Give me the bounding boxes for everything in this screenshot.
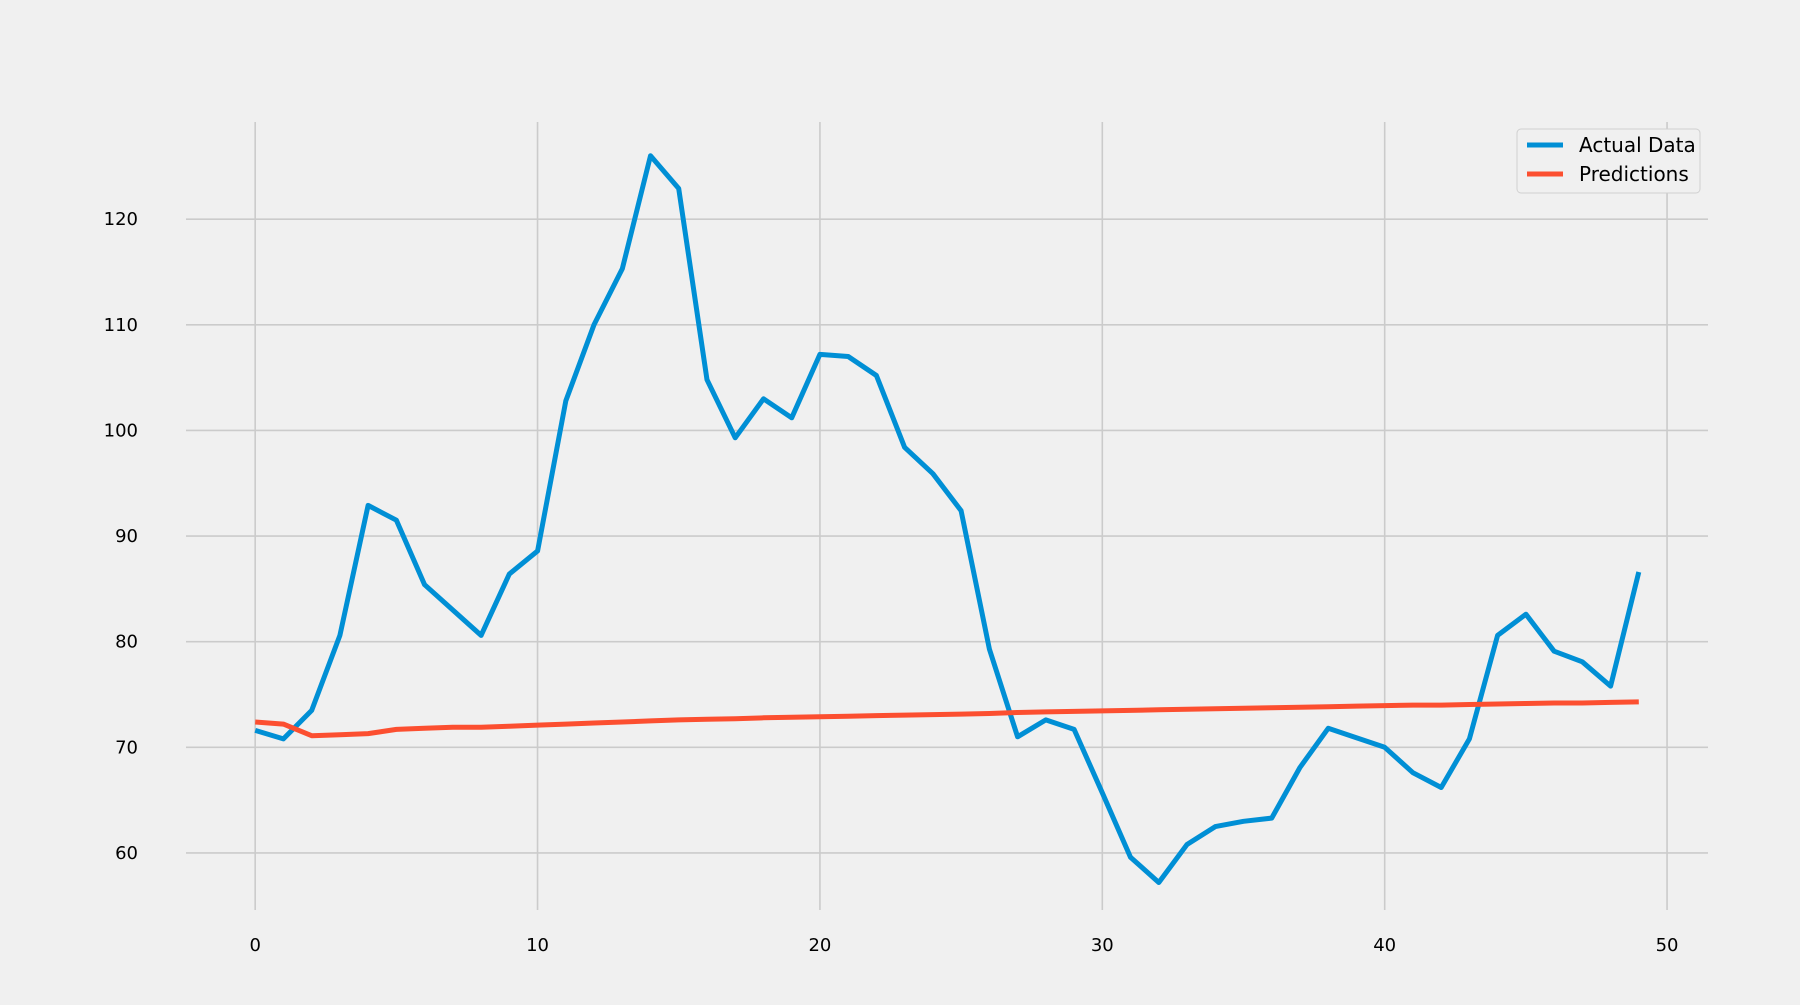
y-tick-label: 60 xyxy=(115,843,138,864)
legend-label-predictions: Predictions xyxy=(1579,162,1689,186)
legend: Actual Data Predictions xyxy=(1516,128,1701,194)
tick-layer: 0 10 20 30 40 50 60 70 80 90 100 110 120 xyxy=(104,209,1679,956)
y-tick-label: 90 xyxy=(115,526,138,547)
y-tick-label: 120 xyxy=(104,209,138,230)
legend-label-actual-data: Actual Data xyxy=(1579,133,1696,157)
x-tick-label: 40 xyxy=(1373,935,1396,956)
series-line-predictions xyxy=(255,699,1639,739)
series-layer xyxy=(254,153,1642,885)
x-tick-label: 50 xyxy=(1656,935,1679,956)
series-line-actual-data xyxy=(254,153,1642,885)
grid-layer xyxy=(186,122,1708,910)
y-tick-label: 110 xyxy=(104,315,138,336)
x-tick-label: 0 xyxy=(249,935,260,956)
x-tick-label: 20 xyxy=(808,935,831,956)
x-tick-label: 10 xyxy=(526,935,549,956)
y-tick-label: 70 xyxy=(115,737,138,758)
x-tick-label: 30 xyxy=(1091,935,1114,956)
y-tick-label: 100 xyxy=(104,420,138,441)
y-tick-label: 80 xyxy=(115,632,138,653)
